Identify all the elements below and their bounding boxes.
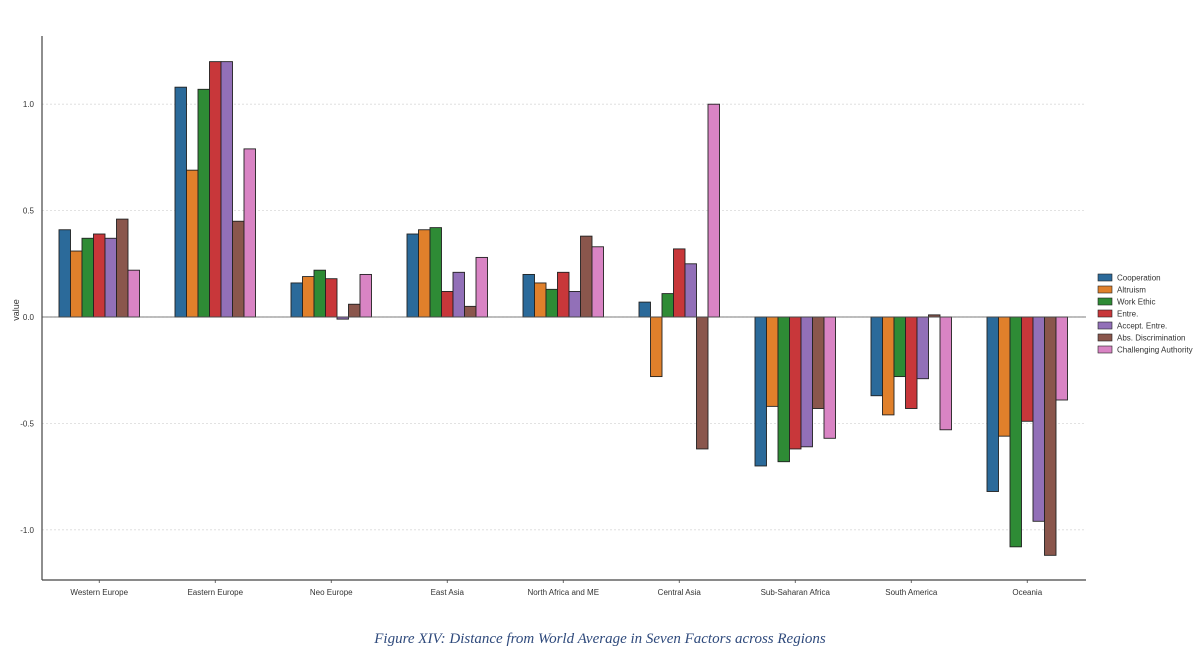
x-tick-label: Sub-Saharan Africa [761, 588, 831, 597]
bar-cooperation-7 [754, 316, 767, 467]
bar-entre-7 [789, 316, 802, 450]
bar-abs-discrimination-6 [696, 316, 709, 450]
bar-work-ethic-7 [777, 316, 790, 463]
bar-accept-entre-7 [800, 316, 813, 448]
legend-label: Altruism [1117, 286, 1146, 295]
bar-altruism-7 [766, 316, 779, 407]
x-tick-label: Central Asia [658, 588, 702, 597]
bar-challenging-authority-8 [939, 316, 952, 431]
bar-work-ethic-1 [81, 237, 94, 318]
y-tick-label: 0.0 [23, 313, 35, 322]
legend: Cooperation Altruism Work Ethic Entre. Accep… [1097, 273, 1193, 355]
bar-entre-9 [1021, 316, 1034, 422]
bar-work-ethic-2 [197, 88, 210, 318]
bar-cooperation-8 [870, 316, 883, 397]
bar-altruism-6 [650, 316, 663, 378]
bar-entre-3 [325, 278, 338, 318]
bar-abs-discrimination-1 [116, 218, 129, 318]
bar-abs-discrimination-5 [580, 235, 593, 318]
x-tick-label: Eastern Europe [187, 588, 243, 597]
y-tick-label: 0.5 [23, 207, 35, 216]
x-tick-label: South America [885, 588, 938, 597]
bar-challenging-authority-3 [359, 273, 372, 318]
x-tick-label: East Asia [431, 588, 465, 597]
bar-accept-entre-9 [1032, 316, 1045, 522]
bar-altruism-8 [882, 316, 895, 416]
bar-accept-entre-1 [104, 237, 117, 318]
y-tick-label: -1.0 [20, 526, 34, 535]
y-tick-label: -0.5 [20, 419, 34, 428]
bar-entre-5 [557, 271, 570, 318]
y-tick-label: 1.0 [23, 100, 35, 109]
bar-challenging-authority-7 [823, 316, 836, 439]
y-axis-label: value [11, 299, 21, 321]
legend-swatch [1097, 345, 1113, 354]
bar-work-ethic-3 [313, 269, 326, 318]
bar-accept-entre-4 [452, 271, 465, 318]
x-tick-label: Neo Europe [310, 588, 353, 597]
bar-abs-discrimination-2 [232, 220, 245, 318]
bar-altruism-3 [302, 276, 315, 318]
legend-label: Abs. Discrimination [1117, 334, 1185, 343]
bar-altruism-2 [186, 169, 199, 318]
bar-accept-entre-2 [220, 61, 233, 318]
legend-swatch [1097, 333, 1113, 342]
bar-challenging-authority-6 [707, 103, 720, 318]
legend-swatch [1097, 273, 1113, 282]
bar-accept-entre-6 [684, 263, 697, 318]
y-tick-labels: 1.0 0.5 0.0 -0.5 -1.0 [20, 100, 34, 535]
bar-abs-discrimination-4 [464, 305, 477, 318]
bar-challenging-authority-1 [127, 269, 140, 318]
bar-work-ethic-6 [661, 293, 674, 318]
bar-challenging-authority-4 [475, 256, 488, 318]
bars [58, 61, 1068, 556]
bar-challenging-authority-2 [243, 148, 256, 318]
legend-label: Accept. Entre. [1117, 322, 1167, 331]
bar-altruism-9 [998, 316, 1011, 437]
x-tick-labels: Western Europe Eastern Europe Neo Europe Ea… [70, 580, 1043, 597]
bar-altruism-5 [534, 282, 547, 318]
x-tick-label: Oceania [1012, 588, 1042, 597]
legend-label: Entre. [1117, 310, 1138, 319]
bar-work-ethic-4 [429, 227, 442, 318]
legend-label: Challenging Authority [1117, 346, 1193, 355]
bar-entre-4 [441, 291, 454, 318]
bar-abs-discrimination-3 [348, 303, 361, 318]
bar-entre-2 [209, 61, 222, 318]
legend-label: Work Ethic [1117, 298, 1156, 307]
bar-altruism-4 [418, 229, 431, 318]
legend-label: Cooperation [1117, 274, 1161, 283]
bar-challenging-authority-9 [1055, 316, 1068, 401]
bar-challenging-authority-5 [591, 246, 604, 318]
legend-swatch [1097, 321, 1113, 330]
bar-cooperation-6 [638, 301, 651, 318]
x-tick-label: North Africa and ME [527, 588, 599, 597]
bar-cooperation-5 [522, 273, 535, 318]
bar-cooperation-4 [406, 233, 419, 318]
bar-entre-6 [673, 248, 686, 318]
legend-swatch [1097, 285, 1113, 294]
bar-entre-1 [93, 233, 106, 318]
bar-cooperation-9 [986, 316, 999, 492]
bar-work-ethic-5 [545, 288, 558, 318]
bar-cooperation-1 [58, 229, 71, 318]
bar-work-ethic-8 [893, 316, 906, 378]
legend-swatch [1097, 309, 1113, 318]
legend-swatch [1097, 297, 1113, 306]
bar-abs-discrimination-9 [1044, 316, 1057, 556]
bar-abs-discrimination-7 [812, 316, 825, 409]
bar-cooperation-2 [174, 86, 187, 318]
bar-work-ethic-9 [1009, 316, 1022, 548]
x-tick-label: Western Europe [70, 588, 128, 597]
bar-entre-8 [905, 316, 918, 409]
bar-cooperation-3 [290, 282, 303, 318]
figure-caption: Figure XIV: Distance from World Average … [374, 631, 826, 647]
bar-accept-entre-8 [916, 316, 929, 380]
bar-accept-entre-5 [568, 291, 581, 318]
axes [41, 36, 1086, 581]
bar-altruism-1 [70, 250, 83, 318]
